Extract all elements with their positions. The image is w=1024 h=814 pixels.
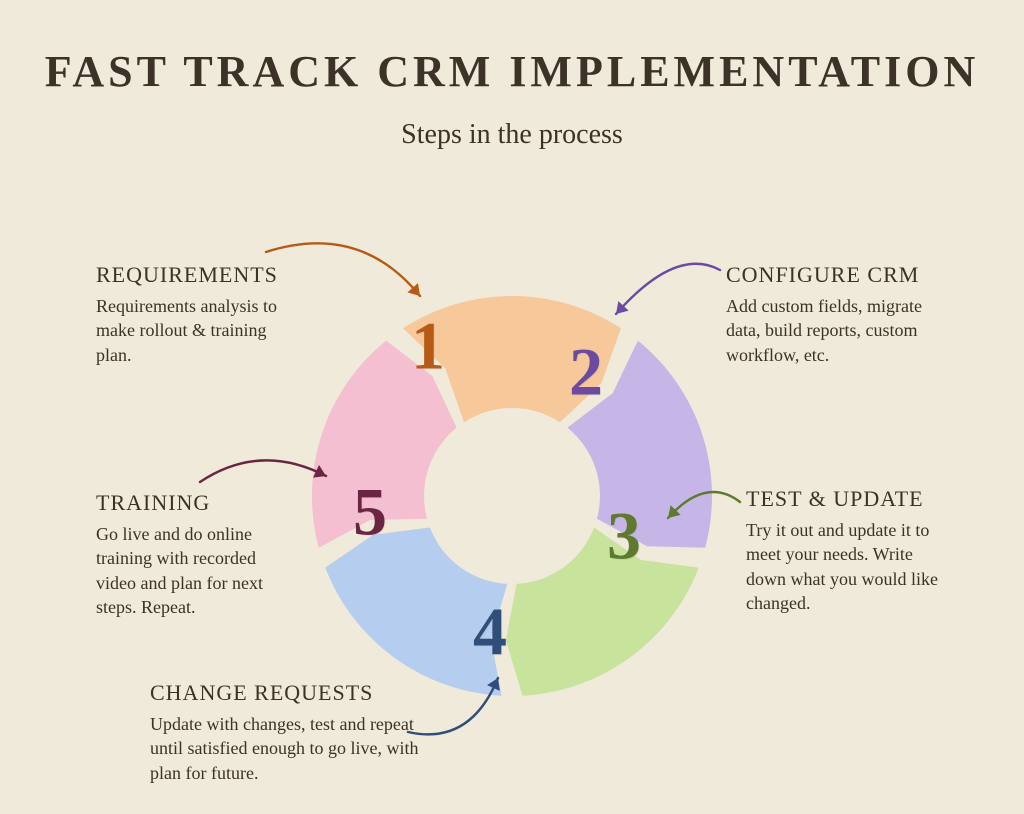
callout-body: Requirements analysis to make rollout & … — [96, 294, 296, 367]
callout-head: TEST & UPDATE — [746, 486, 956, 512]
page-subtitle: Steps in the process — [0, 119, 1024, 151]
callout-4: CHANGE REQUESTS Update with changes, test… — [150, 680, 420, 785]
segment-number-4: 4 — [473, 593, 507, 672]
page-title: FAST TRACK CRM IMPLEMENTATION — [0, 46, 1024, 97]
callout-body: Go live and do online training with reco… — [96, 522, 296, 619]
callout-1: REQUIREMENTS Requirements analysis to mak… — [96, 262, 296, 367]
callout-head: REQUIREMENTS — [96, 262, 296, 288]
callout-body: Update with changes, test and repeat unt… — [150, 712, 420, 785]
callout-head: CHANGE REQUESTS — [150, 680, 420, 706]
segment-number-5: 5 — [353, 473, 387, 552]
callout-body: Add custom fields, migrate data, build r… — [726, 294, 946, 367]
segment-number-2: 2 — [569, 333, 603, 412]
segment-number-3: 3 — [607, 497, 641, 576]
callout-5: TRAINING Go live and do online training w… — [96, 490, 296, 619]
callout-2: CONFIGURE CRM Add custom fields, migrate … — [726, 262, 946, 367]
callout-3: TEST & UPDATE Try it out and update it to… — [746, 486, 956, 615]
callout-body: Try it out and update it to meet your ne… — [746, 518, 956, 615]
callout-head: CONFIGURE CRM — [726, 262, 946, 288]
callout-head: TRAINING — [96, 490, 296, 516]
segment-number-1: 1 — [411, 307, 445, 386]
